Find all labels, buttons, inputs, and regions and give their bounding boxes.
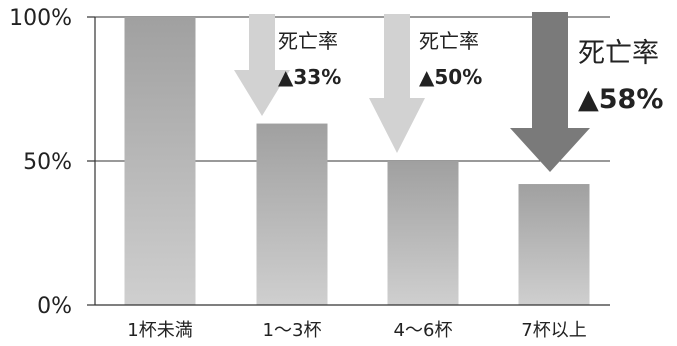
annotation-value: ▲50% xyxy=(419,65,482,89)
axes xyxy=(87,16,610,306)
y-tick-label: 50% xyxy=(23,150,72,175)
y-tick-label: 100% xyxy=(9,6,72,31)
annotation-label: 死亡率 xyxy=(278,29,338,53)
annotation-value: ▲33% xyxy=(278,65,341,89)
x-tick-label: 1杯未満 xyxy=(127,320,192,341)
x-tick-label: 7杯以上 xyxy=(521,320,586,341)
decrease-arrow-1 xyxy=(234,14,290,116)
bars xyxy=(124,17,590,305)
y-tick-label: 0% xyxy=(37,294,72,319)
decrease-arrow-3 xyxy=(510,12,590,172)
annotation-label: 死亡率 xyxy=(419,29,479,53)
annotation-label: 死亡率 xyxy=(578,38,659,69)
bar-3 xyxy=(387,161,459,305)
annotation-value: ▲58% xyxy=(578,84,663,115)
x-tick-label: 4～6杯 xyxy=(394,320,453,341)
labels: 0% 50% 100% 1杯未満 1～3杯 4～6杯 7杯以上 死亡率 ▲33% 死亡率 ▲50% 死… xyxy=(9,6,663,341)
decrease-arrow-2 xyxy=(369,14,425,153)
arrows xyxy=(234,12,590,172)
x-tick-label: 1～3杯 xyxy=(263,320,322,341)
bar-1 xyxy=(124,17,196,305)
bar-4 xyxy=(518,184,590,305)
bar-2 xyxy=(256,123,328,305)
